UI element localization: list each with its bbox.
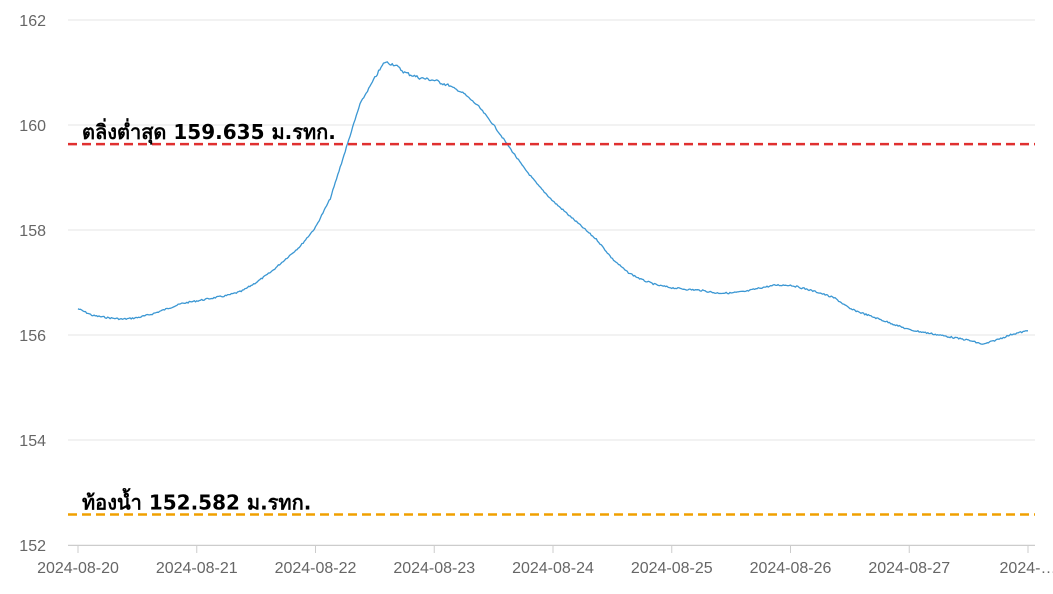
y-tick-label: 154 xyxy=(19,433,46,450)
water-level-series-line xyxy=(77,61,1028,345)
y-tick-label: 160 xyxy=(19,118,46,135)
reference-line-label: ท้องน้ำ 152.582 ม.รทก. xyxy=(82,487,311,514)
x-tick-label: 2024-… xyxy=(1000,560,1053,577)
y-tick-label: 152 xyxy=(19,538,46,555)
x-tick-label: 2024-08-22 xyxy=(275,560,357,577)
y-tick-label: 156 xyxy=(19,328,46,345)
x-tick-label: 2024-08-25 xyxy=(631,560,713,577)
y-tick-label: 158 xyxy=(19,223,46,240)
x-tick-label: 2024-08-23 xyxy=(393,560,475,577)
x-tick-label: 2024-08-26 xyxy=(750,560,832,577)
reference-line-label: ตลิ่งต่ำสุด 159.635 ม.รทก. xyxy=(82,117,336,145)
x-tick-label: 2024-08-27 xyxy=(868,560,950,577)
x-tick-label: 2024-08-21 xyxy=(156,560,238,577)
y-tick-label: 162 xyxy=(19,13,46,30)
x-tick-label: 2024-08-20 xyxy=(37,560,119,577)
x-tick-label: 2024-08-24 xyxy=(512,560,594,577)
